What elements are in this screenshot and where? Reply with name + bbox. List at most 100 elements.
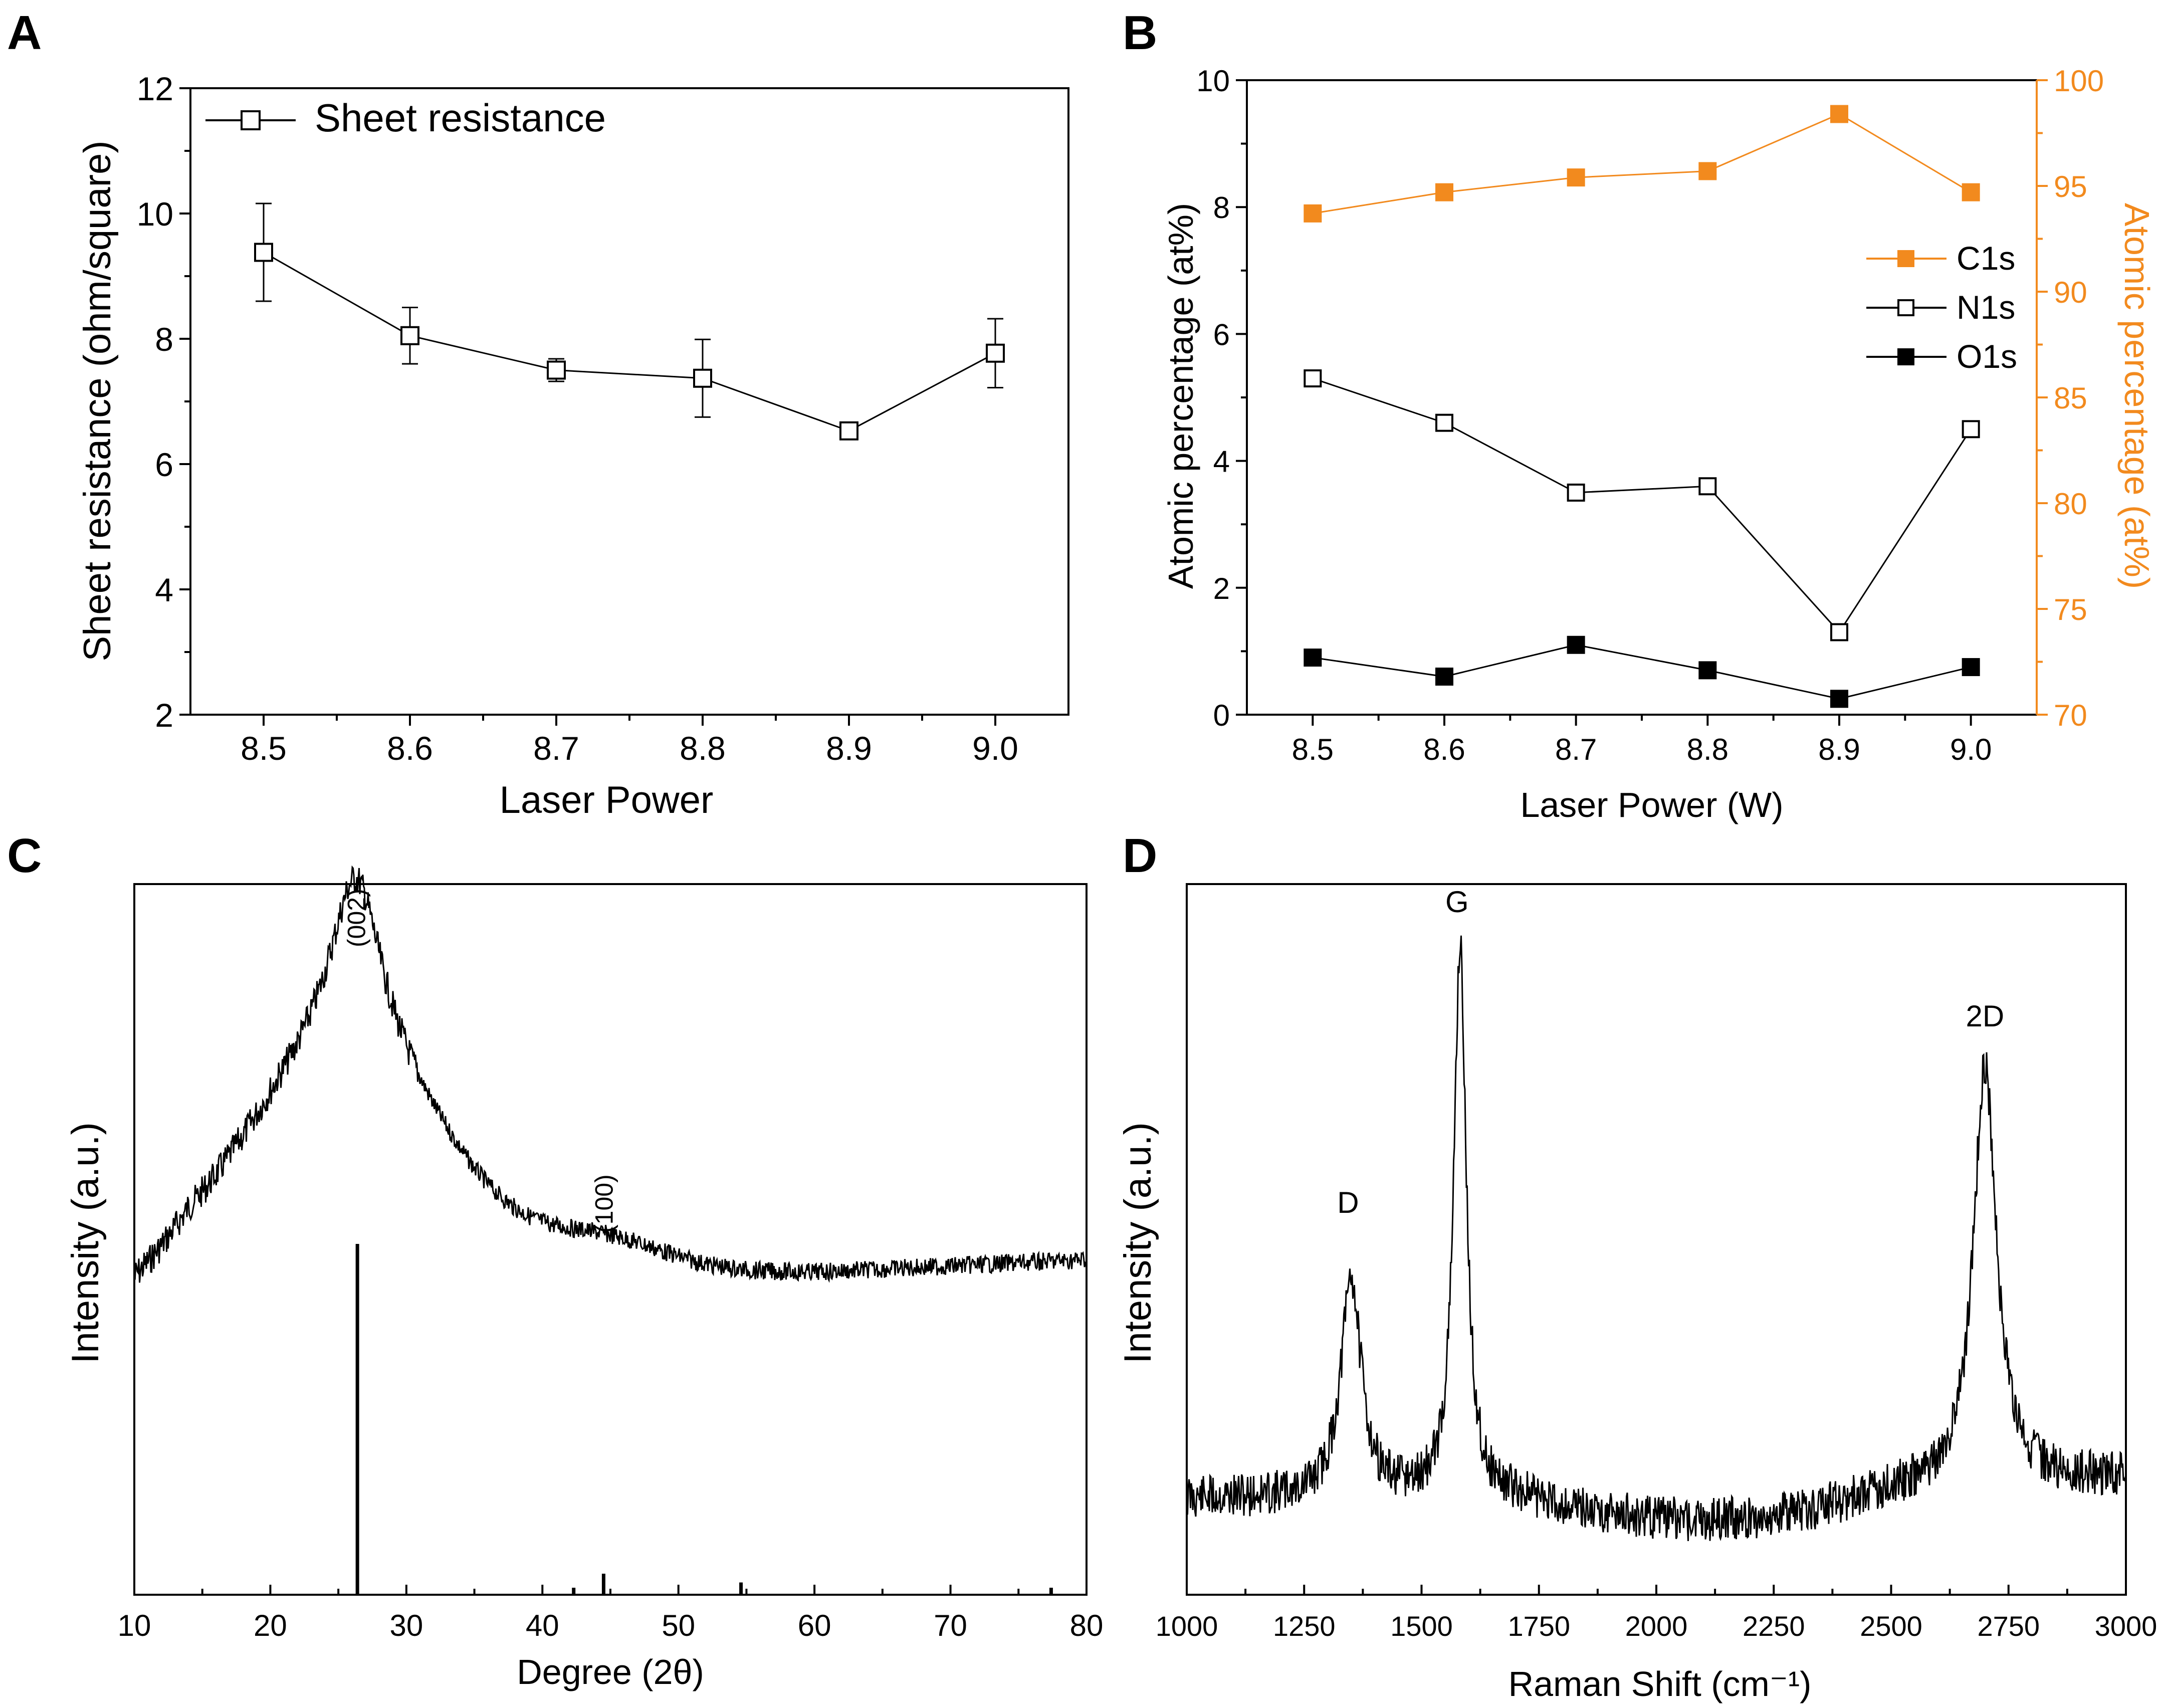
c-x-tick-label: 20 <box>254 1609 287 1642</box>
panel-a-y-axis-title: Sheet resistance (ohm/square) <box>76 140 119 661</box>
panel-b-right-axis-title: Atomic percentage (at%) <box>2117 203 2156 589</box>
b-data-point-n1s <box>1962 420 1980 439</box>
a-data-point <box>547 360 566 380</box>
panel-label-d: D <box>1123 829 1157 883</box>
legend-label-sheet-resistance: Sheet resistance <box>315 96 606 140</box>
a-data-point <box>839 421 858 441</box>
c-peak-label: (002) <box>342 889 370 947</box>
b-x-tick-label: 8.5 <box>1292 733 1334 766</box>
a-y-tick-label: 10 <box>137 195 173 233</box>
panel-a-chart: 8.5 8.6 8.7 8.8 8.9 9.0 2 4 6 8 10 12 Sheet resista… <box>76 70 1069 821</box>
panel-d-x-axis-title: Raman Shift (cm⁻¹) <box>1508 1664 1812 1703</box>
b-data-point-c1s <box>1962 183 1980 201</box>
a-y-tick-label: 4 <box>155 571 173 608</box>
b-right-tick-label: 85 <box>2054 381 2087 415</box>
b-right-tick-label: 90 <box>2054 276 2087 309</box>
panel-b-y-axis-title: Atomic percentage (at%) <box>1161 203 1200 589</box>
panel-c-x-axis-title: Degree (2θ) <box>517 1652 704 1691</box>
b-data-point-c1s <box>1435 183 1453 201</box>
b-data-point-c1s <box>1567 168 1585 187</box>
d-x-tick-label: 2000 <box>1625 1610 1688 1642</box>
a-y-tick-label: 12 <box>137 70 173 107</box>
d-x-tick-label: 1000 <box>1156 1610 1218 1642</box>
a-x-tick-label: 8.5 <box>241 730 287 767</box>
b-data-point-o1s <box>1962 658 1980 677</box>
d-peak-label: G <box>1445 885 1469 919</box>
panel-d-chart: 1000 1250 1500 1750 2000 2250 2500 2750 3000 D G 2… <box>1117 883 2157 1703</box>
a-y-tick-label: 2 <box>155 697 173 734</box>
b-data-point-n1s <box>1435 413 1453 432</box>
c-x-tick-label: 70 <box>934 1609 967 1642</box>
c-x-tick-label: 30 <box>389 1609 423 1642</box>
panel-label-c: C <box>7 829 42 883</box>
c-x-tick-label: 80 <box>1070 1609 1104 1642</box>
b-right-tick-label: 100 <box>2054 64 2104 98</box>
panel-a-plot-area <box>189 87 1069 716</box>
b-data-point-o1s <box>1567 635 1585 654</box>
panel-b-plot-area <box>1246 79 2038 716</box>
a-y-tick-label: 6 <box>155 446 173 483</box>
panel-a-legend: Sheet resistance <box>205 96 606 140</box>
b-legend-label: O1s <box>1957 338 2017 375</box>
panel-d-y-axis-title: Intensity (a.u.) <box>1117 1122 1159 1364</box>
b-x-tick-label: 8.7 <box>1555 733 1597 766</box>
b-data-point-c1s <box>1698 162 1717 180</box>
b-data-point-c1s <box>1304 204 1322 223</box>
b-x-tick-label: 8.9 <box>1818 733 1860 766</box>
panel-b-chart: 8.5 8.6 8.7 8.8 8.9 9.0 0 2 4 6 8 10 70 75 80 85 90 95 100… <box>1161 64 2156 824</box>
c-x-tick-label: 40 <box>526 1609 559 1642</box>
d-x-tick-label: 2500 <box>1860 1610 1922 1642</box>
a-x-tick-label: 8.7 <box>533 730 579 767</box>
b-right-tick-label: 70 <box>2054 699 2087 732</box>
a-data-point <box>693 368 712 388</box>
d-x-tick-label: 1500 <box>1390 1610 1453 1642</box>
d-x-tick-label: 3000 <box>2095 1610 2157 1642</box>
c-peak-label: (100) <box>590 1174 618 1233</box>
b-data-point-c1s <box>1830 105 1848 123</box>
d-x-tick-label: 2750 <box>1977 1610 2040 1642</box>
legend-marker-sheet-resistance <box>241 110 261 130</box>
b-x-tick-label: 8.8 <box>1687 733 1728 766</box>
c-x-tick-label: 50 <box>662 1609 695 1642</box>
b-data-point-o1s <box>1435 668 1453 686</box>
panel-c-y-axis-title: Intensity (a.u.) <box>64 1122 107 1364</box>
d-x-tick-label: 1750 <box>1507 1610 1570 1642</box>
b-series-line-n1s <box>1312 377 1972 633</box>
b-right-tick-label: 95 <box>2054 170 2087 203</box>
panel-label-a: A <box>7 6 42 60</box>
panel-label-b: B <box>1123 6 1157 60</box>
a-y-tick-label: 8 <box>155 321 173 358</box>
panel-d-raman-curve <box>1186 935 2126 1541</box>
b-y-tick-label: 6 <box>1213 318 1230 351</box>
d-peak-label: 2D <box>1966 999 2005 1033</box>
a-x-tick-label: 9.0 <box>972 730 1018 767</box>
b-y-tick-label: 0 <box>1213 699 1230 732</box>
b-data-point-n1s <box>1567 483 1585 502</box>
b-y-tick-label: 2 <box>1213 572 1230 605</box>
a-x-tick-label: 8.8 <box>680 730 726 767</box>
c-x-tick-label: 60 <box>798 1609 831 1642</box>
a-data-point <box>986 343 1005 363</box>
b-legend-marker <box>1897 348 1914 365</box>
b-series-line-c1s <box>1313 113 1972 215</box>
d-peak-label: D <box>1337 1186 1359 1219</box>
c-x-tick-label: 10 <box>118 1609 151 1642</box>
b-data-point-n1s <box>1304 369 1322 388</box>
a-series-line <box>263 252 996 432</box>
b-legend-marker <box>1897 299 1914 316</box>
panel-b-legend: C1s N1s O1s <box>1866 240 2017 375</box>
panel-d-plot-area <box>1186 883 2127 1596</box>
b-right-tick-label: 75 <box>2054 593 2087 626</box>
b-data-point-o1s <box>1698 661 1717 680</box>
panel-c-xrd-curve <box>133 865 1087 1283</box>
b-legend-label: N1s <box>1957 289 2015 326</box>
panel-a-x-axis-title: Laser Power <box>500 779 714 821</box>
panel-b-x-axis-title: Laser Power (W) <box>1520 785 1783 824</box>
panel-c-chart: 10 20 30 40 50 60 70 80 (002)(100) Degree (2θ) … <box>64 865 1104 1691</box>
d-x-tick-label: 2250 <box>1743 1610 1805 1642</box>
b-right-tick-label: 80 <box>2054 487 2087 521</box>
b-y-tick-label: 4 <box>1213 445 1230 479</box>
b-data-point-n1s <box>1698 477 1717 496</box>
b-y-tick-label: 10 <box>1196 64 1230 98</box>
